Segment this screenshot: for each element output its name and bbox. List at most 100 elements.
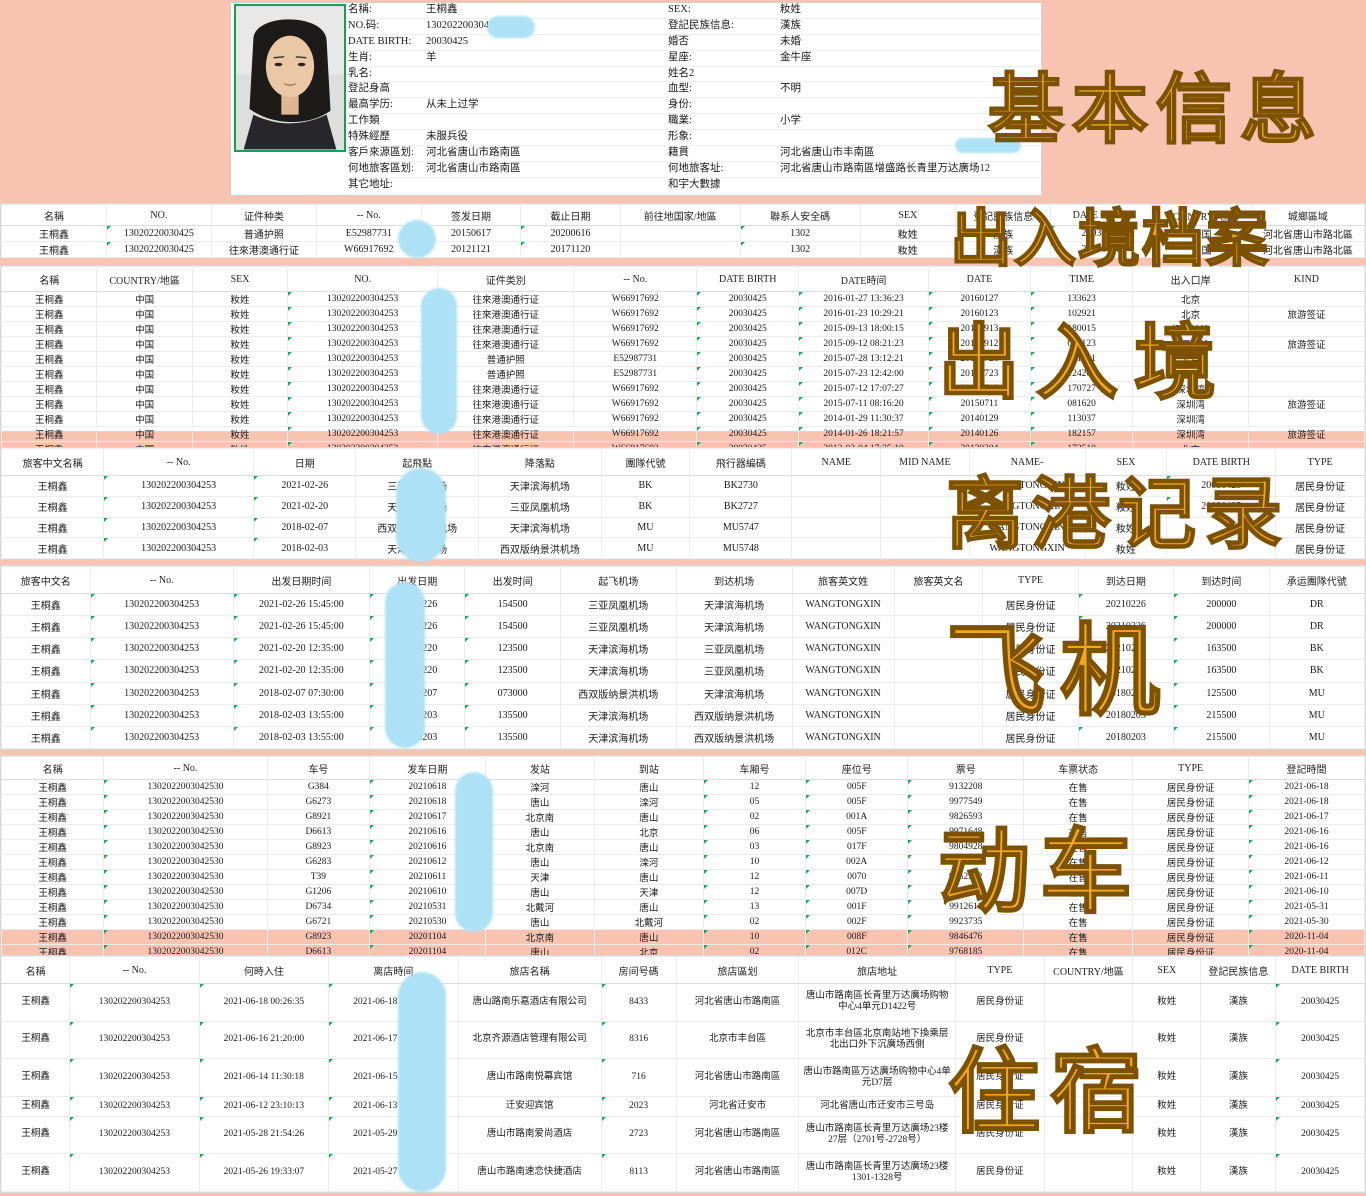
cell[interactable]: 天津滨海机场 bbox=[675, 592, 793, 617]
cell[interactable]: 2023 bbox=[600, 1095, 677, 1117]
cell[interactable] bbox=[1248, 366, 1365, 382]
cell[interactable]: 002F bbox=[805, 914, 909, 930]
cell[interactable]: 2015-09-13 18:00:15 bbox=[798, 321, 929, 337]
cell[interactable] bbox=[1248, 381, 1365, 397]
cell[interactable]: 中国 bbox=[96, 411, 193, 427]
cell[interactable]: WANGTONGXIN bbox=[791, 637, 895, 661]
cell[interactable]: 西双版纳景洪机场 bbox=[478, 537, 602, 559]
cell[interactable]: 20180203 bbox=[1077, 725, 1175, 750]
cell[interactable]: 王桐鑫 bbox=[1, 703, 91, 727]
cell[interactable]: W66917692 bbox=[573, 291, 698, 307]
table-row[interactable]: 王桐鑫1302022003042532018-02-03天津滨海机场西双版纳景洪… bbox=[0, 537, 1365, 559]
cell[interactable]: 130202200304253 bbox=[103, 495, 255, 518]
cell[interactable] bbox=[1248, 411, 1365, 427]
cell[interactable]: 籹姓 bbox=[1132, 983, 1202, 1022]
cell[interactable]: 125500 bbox=[1173, 681, 1270, 705]
cell[interactable]: WANGTONGXIN bbox=[791, 703, 895, 727]
cell[interactable]: 王桐鑫 bbox=[0, 396, 98, 412]
profile-field-row[interactable]: 身份: bbox=[668, 98, 1042, 115]
table-row[interactable]: 王桐鑫 1302022003042530 G6721 20210530 唐山 北戴河 02 0… bbox=[0, 914, 1365, 930]
cell[interactable]: 北京南 bbox=[484, 839, 595, 855]
cell[interactable]: 2021-02-26 bbox=[253, 475, 357, 497]
cell[interactable]: 123500 bbox=[464, 659, 561, 683]
cell[interactable]: BK bbox=[600, 475, 691, 497]
cell[interactable]: 12 bbox=[702, 869, 807, 885]
cell[interactable]: 深圳湾 bbox=[1132, 426, 1250, 442]
cell[interactable]: W66917692 bbox=[573, 306, 698, 322]
cell[interactable]: BK bbox=[1268, 659, 1366, 683]
cell[interactable]: 20030425 bbox=[696, 366, 800, 382]
cell[interactable]: 居民身份证 bbox=[1132, 779, 1250, 795]
cell[interactable]: 2015-09-12 08:21:23 bbox=[798, 336, 929, 352]
cell[interactable]: 2021-06-18 bbox=[1248, 794, 1365, 810]
cell[interactable] bbox=[1248, 291, 1365, 307]
cell[interactable]: 130202200304253 bbox=[287, 381, 439, 397]
cell[interactable]: 002A bbox=[805, 854, 909, 870]
profile-field-row[interactable]: 形象: bbox=[668, 130, 1042, 147]
cell[interactable]: 20030425 bbox=[696, 426, 800, 442]
cell[interactable]: 居民身份证 bbox=[955, 1020, 1045, 1060]
profile-field-row[interactable]: 其它地址: bbox=[348, 178, 668, 194]
cell[interactable]: 2723 bbox=[600, 1115, 677, 1155]
cell[interactable]: 02 bbox=[702, 914, 807, 930]
profile-field-row[interactable]: 血型: 不明 bbox=[668, 82, 1042, 99]
cell[interactable] bbox=[1248, 351, 1365, 367]
cell[interactable]: 20030425 bbox=[1275, 1153, 1365, 1192]
cell[interactable]: 西双版纳景洪机场 bbox=[675, 703, 793, 727]
cell[interactable]: 2018-02-03 13:55:00 bbox=[232, 703, 371, 727]
cell[interactable]: 2021-05-26 19:33:07 bbox=[198, 1153, 330, 1192]
cell[interactable]: 135500 bbox=[464, 703, 561, 727]
cell[interactable]: 20201104 bbox=[368, 929, 486, 945]
cell[interactable]: 唐山 bbox=[593, 869, 704, 885]
cell[interactable]: 133623 bbox=[1030, 291, 1134, 307]
cell[interactable]: 王桐鑫 bbox=[0, 869, 105, 885]
cell[interactable]: 籹姓 bbox=[191, 381, 289, 397]
cell[interactable]: 2018-02-03 13:55:00 bbox=[232, 725, 371, 750]
cell[interactable]: MU5748 bbox=[689, 537, 793, 559]
cell[interactable]: W66917692 bbox=[573, 411, 698, 427]
cell[interactable]: 籹姓 bbox=[859, 241, 957, 258]
cell[interactable]: 130202200304253 bbox=[89, 703, 234, 727]
cell[interactable]: BK2730 bbox=[689, 475, 793, 497]
cell[interactable]: 215500 bbox=[1173, 703, 1270, 727]
profile-field-row[interactable]: 何地旅客址: 河北省唐山市路南區增盛路长青里万达廣场12 bbox=[668, 162, 1042, 178]
table-row[interactable]: 王桐鑫 130202200304253 2021-05-26 19:33:07 202… bbox=[0, 1153, 1365, 1192]
cell[interactable]: 2016-01-23 10:29:21 bbox=[798, 306, 929, 322]
cell[interactable]: 中国 bbox=[96, 306, 193, 322]
cell[interactable]: 1302022003042530 bbox=[103, 899, 268, 915]
cell[interactable]: 唐山路南乐嘉酒店有限公司 bbox=[457, 983, 602, 1022]
cell[interactable]: 王桐鑫 bbox=[0, 306, 98, 322]
cell[interactable]: 王桐鑫 bbox=[0, 411, 98, 427]
cell[interactable]: 1302022003042530 bbox=[103, 794, 268, 810]
cell[interactable]: 130202200304253 bbox=[287, 396, 439, 412]
cell[interactable]: 往來港澳通行证 bbox=[437, 336, 575, 352]
cell[interactable]: W66917692 bbox=[573, 336, 698, 352]
table-row[interactable]: 王桐鑫 13020220030425 往來港澳通行证 W66917692 2012112… bbox=[1, 241, 1366, 258]
cell[interactable]: 居民身份证 bbox=[1132, 884, 1250, 900]
cell[interactable]: 西双版纳景洪机场 bbox=[559, 681, 677, 705]
cell[interactable]: 20030425 bbox=[696, 291, 800, 307]
cell[interactable]: 2015-07-28 13:12:21 bbox=[798, 351, 929, 367]
cell[interactable]: 天津滨海机场 bbox=[559, 703, 677, 727]
cell[interactable]: BK2727 bbox=[689, 495, 793, 518]
cell[interactable]: 中国 bbox=[96, 396, 193, 412]
profile-field-row[interactable]: 星座: 金牛座 bbox=[668, 51, 1042, 67]
cell[interactable]: 2015-07-11 08:16:20 bbox=[798, 396, 929, 412]
profile-field-row[interactable]: 最高学历: 从未上过学 bbox=[348, 98, 668, 115]
table-row[interactable]: 王桐鑫 1302022003042530 D6734 20210531 北戴河 唐山 13 0… bbox=[0, 899, 1365, 915]
cell[interactable]: 135500 bbox=[464, 725, 561, 750]
cell[interactable]: 天津滨海机场 bbox=[559, 659, 677, 683]
cell[interactable]: 20171120 bbox=[520, 241, 621, 258]
cell[interactable]: 籹姓 bbox=[191, 366, 289, 382]
cell[interactable]: 2018-02-07 07:30:00 bbox=[232, 681, 371, 705]
cell[interactable]: 唐山 bbox=[593, 929, 704, 945]
cell[interactable]: 20030425 bbox=[1275, 983, 1365, 1022]
cell[interactable]: 籹姓 bbox=[191, 306, 289, 322]
profile-field-row[interactable]: 生肖: 羊 bbox=[348, 51, 668, 67]
cell[interactable]: 130202200304253 bbox=[103, 475, 255, 497]
cell[interactable]: 130202200304253 bbox=[287, 351, 439, 367]
cell[interactable]: 1302022003042530 bbox=[103, 914, 268, 930]
cell[interactable]: MU bbox=[1268, 703, 1366, 727]
cell[interactable]: 2021-06-14 11:30:18 bbox=[198, 1058, 330, 1097]
